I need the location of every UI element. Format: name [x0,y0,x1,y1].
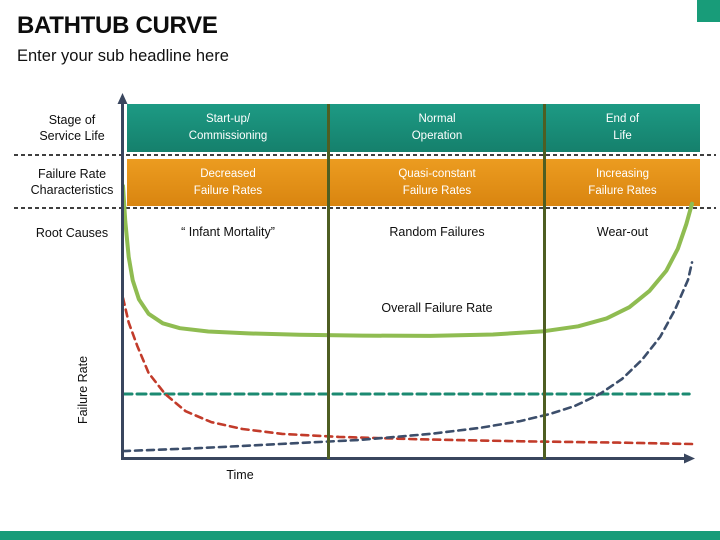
root-cause-random-failures: Random Failures [389,225,485,239]
stage-band-endoflife-line2: Life [613,130,632,142]
overall-failure-rate-label: Overall Failure Rate [381,301,493,315]
stage-band-startup: Start-up/ Commissioning [127,104,329,152]
stage-band-startup-line2: Commissioning [188,130,268,142]
curve-series-group [121,184,694,453]
curve-wear-out-failures [121,261,694,453]
row-label-root-causes: Root Causes [35,226,109,240]
rate-band-quasiconstant-line1: Quasi-constant [398,167,476,180]
rate-band-quasiconstant: Quasi-constant Failure Rates [329,159,545,206]
footer-accent-bar [0,531,720,540]
y-axis-label: Failure Rate [76,355,90,425]
stage-band-endoflife: End of Life [545,104,700,152]
row-label-rate-line1: Failure Rate [37,167,107,181]
row-label-failure-rate-characteristics: Failure Rate Characteristics [16,166,128,199]
row-label-stage-line2: Service Life [39,129,105,144]
root-cause-infant-mortality: “ Infant Mortality” [181,225,275,239]
slide-title: BATHTUB CURVE [17,12,218,39]
root-cause-wear-out: Wear-out [596,225,649,239]
x-axis-arrowhead-icon [684,453,695,464]
row-label-stage-line1: Stage of [48,113,96,127]
x-axis-label: Time [226,468,254,482]
stage-band-normal-line2: Operation [411,130,463,142]
stage-band-normal: Normal Operation [329,104,545,152]
row-label-stage-of-service-life: Stage of Service Life [16,112,128,145]
corner-accent-square [697,0,720,22]
rate-band-decreased: Decreased Failure Rates [127,159,329,206]
row-separator-dashed-top [14,154,716,156]
stage-band-endoflife-line1: End of [605,113,640,126]
stage-band-normal-line1: Normal [418,113,456,126]
phase-divider-line-1 [327,104,330,459]
y-axis-arrowhead-icon [117,93,128,104]
curve-overall-failure-rate [121,184,694,338]
row-separator-dashed-bottom [14,207,716,209]
rate-band-increasing: Increasing Failure Rates [545,159,700,206]
curve-early-failures [121,296,694,446]
stage-band-startup-line1: Start-up/ [205,113,251,126]
slide-subtitle: Enter your sub headline here [17,47,229,65]
rate-band-decreased-line1: Decreased [200,167,256,180]
rate-band-increasing-line2: Failure Rates [588,184,657,197]
phase-divider-line-2 [543,104,546,459]
row-label-rate-line2: Characteristics [30,183,114,198]
rate-band-decreased-line2: Failure Rates [193,184,263,197]
rate-band-quasiconstant-line2: Failure Rates [402,184,472,197]
rate-band-increasing-line1: Increasing [595,167,650,180]
